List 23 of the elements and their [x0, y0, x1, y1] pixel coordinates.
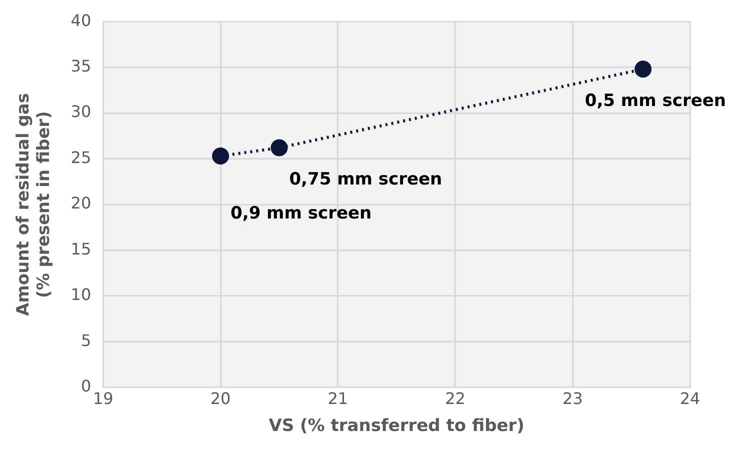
y-tick-label: 0 — [80, 376, 92, 396]
y-tick-label: 35 — [70, 56, 92, 76]
y-tick-label: 10 — [70, 285, 92, 304]
annotation: 0,9 mm screen — [230, 204, 372, 224]
x-tick-label: 21 — [328, 389, 348, 408]
annotation: 0,5 mm screen — [584, 91, 726, 112]
y-tick-label: 5 — [80, 330, 92, 350]
point — [212, 148, 230, 165]
y-tick-label: 30 — [70, 102, 92, 122]
x-tick-label: 19 — [92, 389, 114, 408]
x-tick-label: 23 — [562, 389, 583, 408]
x-tick-label: 20 — [210, 389, 231, 408]
y-tick-label: 40 — [70, 10, 92, 30]
x-tick-label: 22 — [445, 389, 466, 408]
y-tick-label: 20 — [70, 194, 92, 213]
x-axis-title: VS (% transferred to fiber) — [268, 416, 524, 436]
y-tick-label: 15 — [70, 239, 92, 258]
y-axis-title: Amount of residual gas (% present in fiber) — [14, 93, 54, 316]
point — [270, 139, 288, 156]
point — [634, 60, 652, 78]
y-tick-label: 25 — [70, 148, 92, 167]
x-tick-label: 24 — [680, 389, 700, 408]
annotation: 0,75 mm screen — [289, 170, 442, 190]
